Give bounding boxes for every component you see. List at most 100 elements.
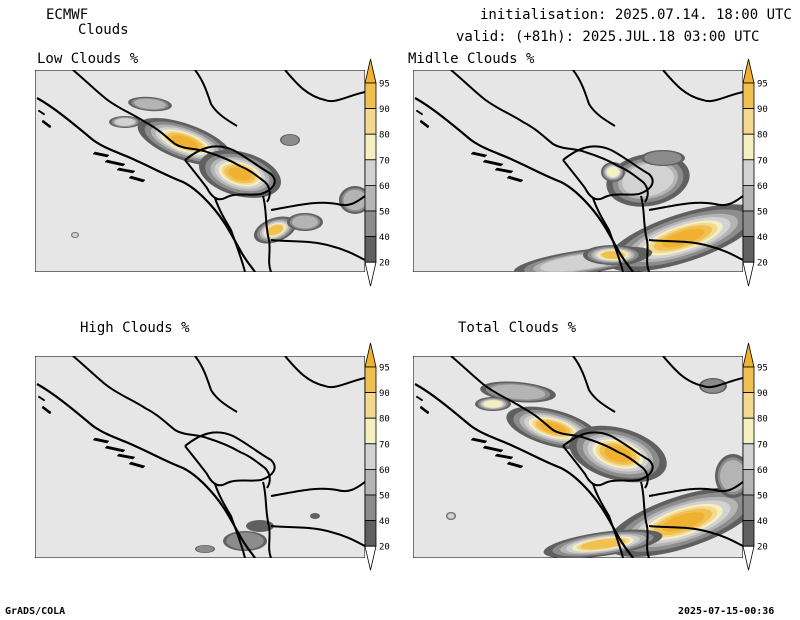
colorbar-label: 60	[379, 466, 390, 476]
cloud-contour	[310, 513, 320, 519]
country-border	[284, 70, 365, 102]
colorbar-label: 50	[379, 492, 390, 502]
cloud-contour	[72, 233, 78, 237]
cloud-contour	[447, 513, 455, 519]
cloud-contour	[196, 545, 214, 553]
cloud-contour	[606, 166, 620, 178]
colorbar-label: 90	[757, 105, 768, 115]
map-middle-clouds	[413, 70, 743, 272]
country-border	[648, 481, 743, 497]
country-border	[592, 483, 624, 558]
island	[419, 405, 430, 415]
colorbar-arrow-bottom	[742, 261, 755, 287]
cloud-contour	[115, 118, 135, 126]
colorbar-arrow-top	[742, 342, 755, 368]
colorbar-label: 50	[379, 208, 390, 218]
country-border	[270, 525, 365, 547]
map-background	[35, 356, 365, 558]
colorbar-label: 80	[757, 415, 768, 425]
country-border	[184, 145, 276, 201]
cloud-contour	[661, 228, 705, 248]
map-borders	[414, 70, 743, 272]
colorbar-segment	[364, 82, 377, 110]
colorbar-segment	[742, 443, 755, 470]
colorbar-arrow-bottom	[364, 261, 377, 287]
cloud-contour	[720, 460, 743, 492]
colorbar-segment	[364, 210, 377, 238]
country-border	[450, 70, 586, 153]
colorbar-total: 95 90 80 70 60 50 40 20	[742, 342, 768, 571]
map-high-clouds	[35, 356, 365, 558]
country-border	[270, 195, 365, 211]
colorbar-segment	[742, 210, 755, 238]
country-border	[184, 431, 276, 487]
colorbar-label: 80	[379, 131, 390, 141]
country-border	[648, 525, 743, 547]
colorbar-segment	[742, 417, 755, 445]
cloud-contour	[228, 167, 252, 181]
coastline	[36, 97, 256, 272]
country-border	[262, 481, 272, 558]
colorbar-label: 60	[757, 466, 768, 476]
colorbar-low: 95 90 80 70 60 50 40 20	[364, 58, 390, 287]
colorbar-segment	[742, 392, 755, 419]
map-total-clouds	[413, 356, 743, 558]
colorbar-label: 70	[379, 156, 390, 166]
colorbar-arrow-bottom	[742, 545, 755, 571]
coastline	[414, 383, 634, 558]
cloud-contour	[292, 215, 318, 229]
colorbar-label: 70	[757, 440, 768, 450]
colorbar-segment	[364, 392, 377, 419]
cloud-contour	[622, 163, 674, 197]
country-border	[450, 356, 586, 439]
colorbar-segment	[742, 82, 755, 110]
cloud-contour	[490, 384, 546, 400]
colorbar-label: 80	[757, 131, 768, 141]
map-low-clouds	[35, 70, 365, 272]
island	[415, 395, 424, 402]
colorbar-label: 70	[379, 440, 390, 450]
country-border	[284, 356, 365, 388]
country-border	[206, 437, 271, 489]
colorbar-high: 95 90 80 70 60 50 40 20	[364, 342, 390, 571]
country-border	[206, 151, 271, 203]
cloud-layer	[195, 513, 320, 553]
colorbar-label: 40	[379, 517, 390, 527]
colorbar-label: 40	[757, 517, 768, 527]
country-border	[194, 356, 238, 413]
country-border	[648, 195, 743, 211]
colorbar-segment	[742, 494, 755, 522]
country-border	[262, 195, 272, 272]
colorbar-label: 20	[757, 259, 768, 269]
island	[116, 167, 136, 174]
colorbar-label: 50	[757, 208, 768, 218]
colorbar-label: 95	[757, 80, 768, 90]
island	[128, 461, 146, 469]
cloud-contour	[171, 135, 199, 149]
colorbar-segment	[364, 469, 377, 496]
country-border	[72, 70, 208, 153]
colorbar-segment	[742, 366, 755, 394]
colorbar-label: 95	[379, 80, 390, 90]
country-border	[72, 356, 208, 439]
island	[92, 437, 110, 444]
cloud-contour	[134, 98, 166, 110]
colorbar-label: 80	[379, 415, 390, 425]
country-border	[648, 239, 743, 261]
island	[494, 167, 514, 174]
colorbar-middle: 95 90 80 70 60 50 40 20	[742, 58, 768, 287]
colorbar-label: 40	[757, 233, 768, 243]
colorbar-segment	[742, 108, 755, 135]
cloud-contour	[483, 400, 503, 408]
colorbar-label: 90	[757, 389, 768, 399]
colorbar-label: 90	[379, 105, 390, 115]
country-border	[584, 151, 649, 203]
colorbar-arrow-bottom	[364, 545, 377, 571]
cloud-contour	[281, 134, 299, 146]
island	[41, 119, 52, 129]
country-border	[572, 356, 616, 413]
cloud-contour	[580, 538, 626, 550]
coastline	[414, 97, 634, 272]
country-border	[562, 145, 654, 201]
colorbar-label: 90	[379, 389, 390, 399]
